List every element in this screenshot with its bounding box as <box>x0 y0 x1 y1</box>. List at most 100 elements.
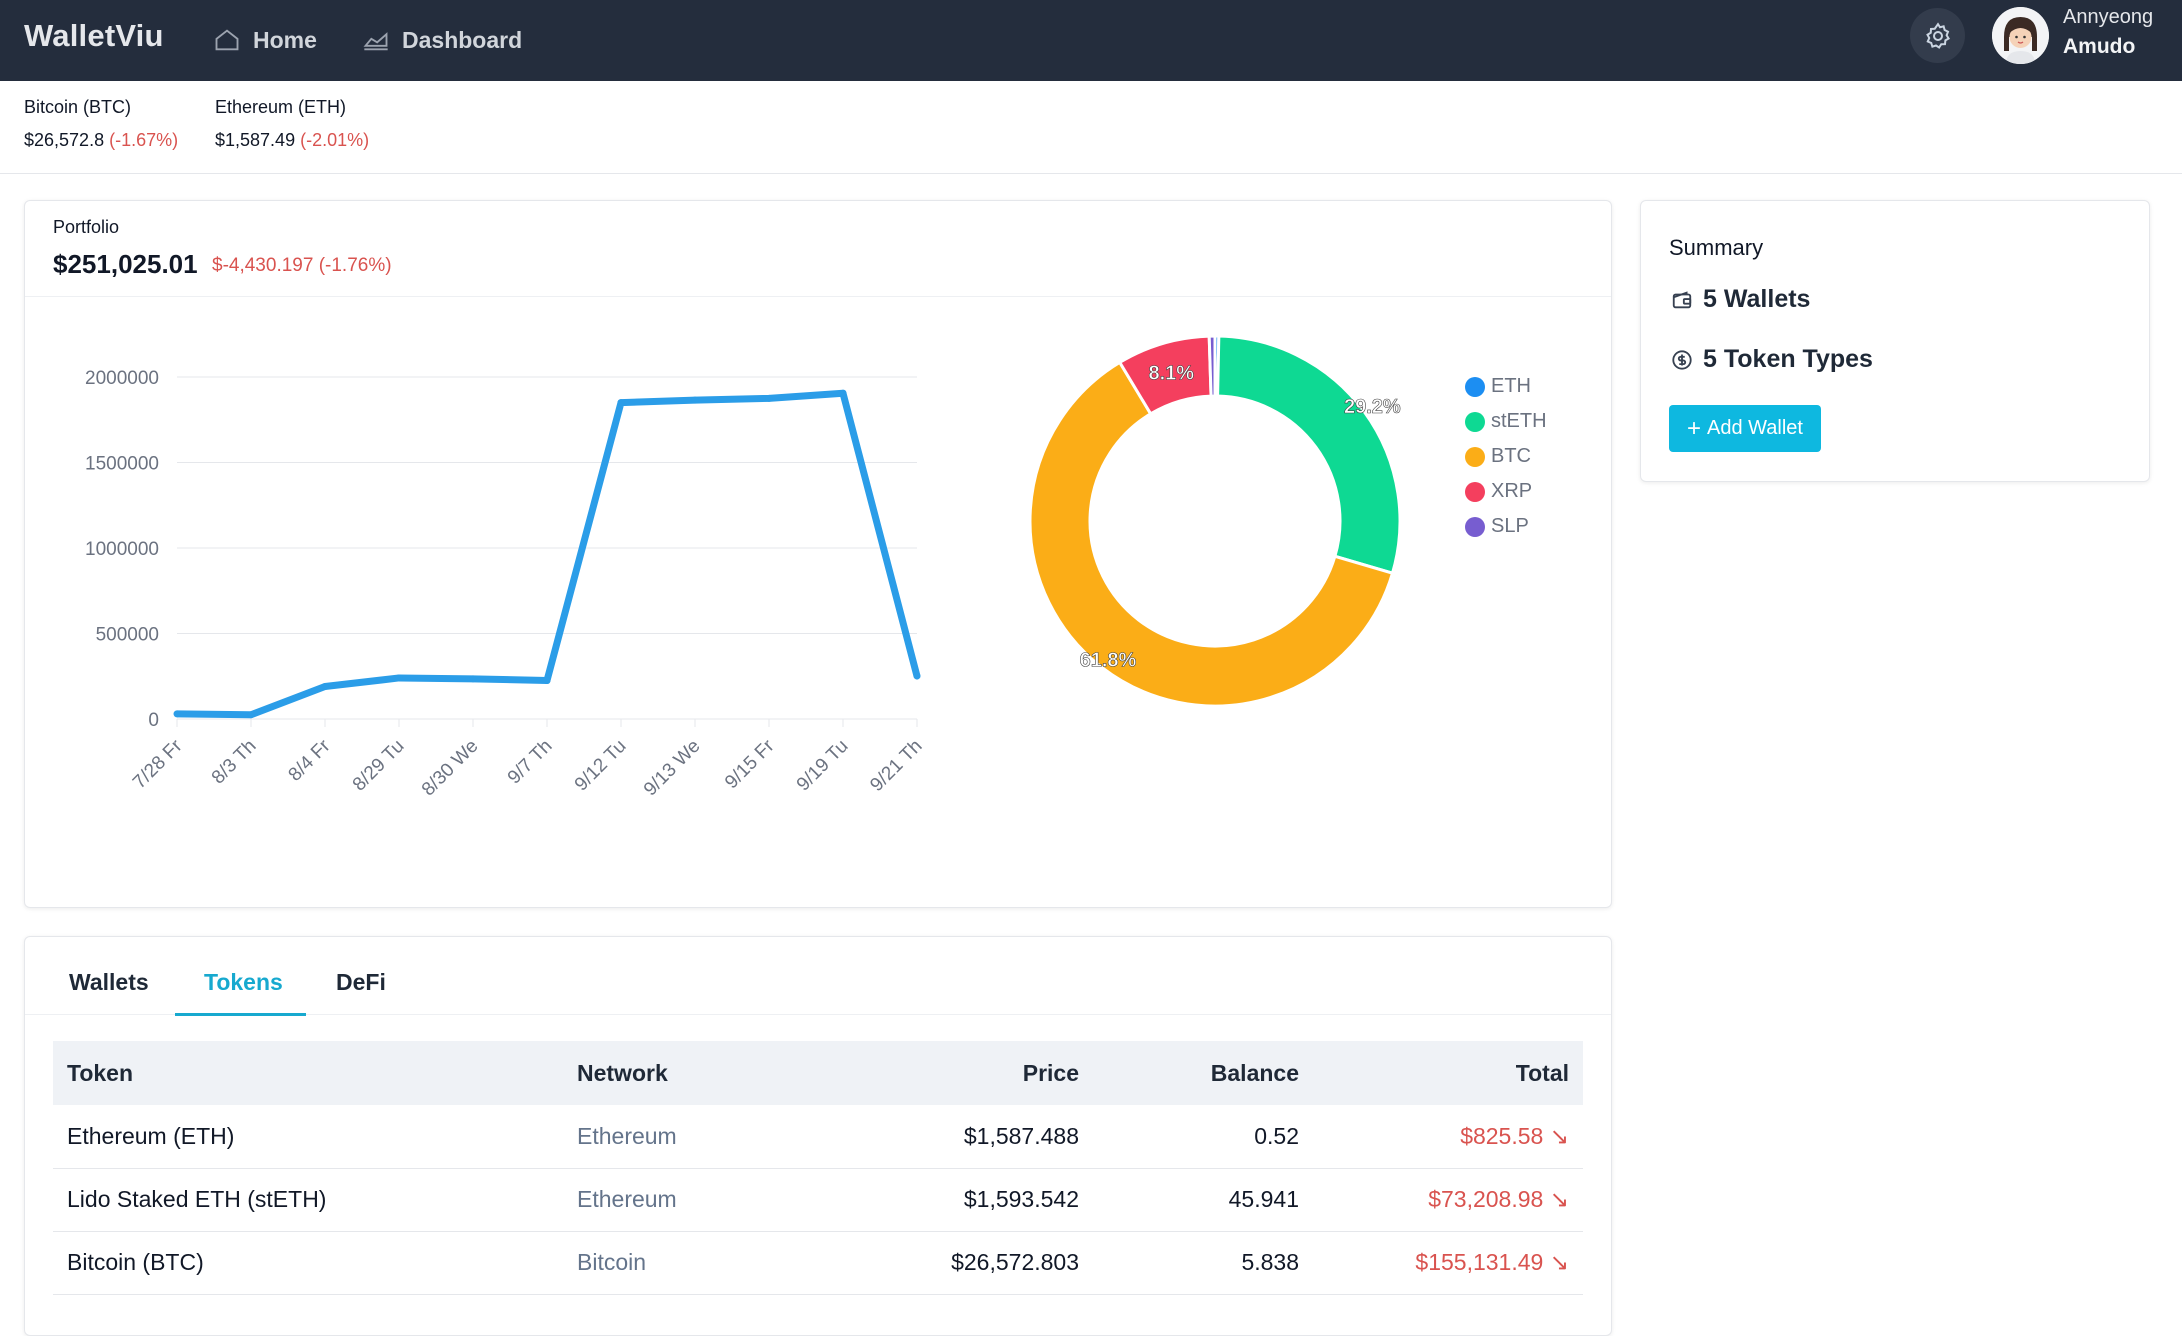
col-token[interactable]: Token <box>53 1041 563 1105</box>
top-navbar: WalletViu Home Dashboard Annyeong Amudo <box>0 0 2182 81</box>
col-price[interactable]: Price <box>803 1041 1093 1105</box>
cell-token: Lido Staked ETH (stETH) <box>53 1168 563 1232</box>
y-tick-label: 1000000 <box>85 539 159 560</box>
line-data-point[interactable] <box>617 399 625 407</box>
add-wallet-label: Add Wallet <box>1707 417 1803 439</box>
plus-icon: + <box>1687 414 1702 442</box>
nav-dashboard-label: Dashboard <box>402 26 523 53</box>
ticker-item-btc[interactable]: Bitcoin (BTC) $26,572.8 (-1.67%) <box>24 97 178 151</box>
legend-item-xrp[interactable]: XRP <box>1465 474 1547 509</box>
col-network[interactable]: Network <box>563 1041 803 1105</box>
settings-button[interactable] <box>1910 8 1965 63</box>
line-data-point[interactable] <box>173 710 181 718</box>
holdings-card: Wallets Tokens DeFi Token Network Price … <box>24 936 1612 1336</box>
x-tick-label: 9/21 Th <box>866 736 926 796</box>
user-avatar[interactable] <box>1992 7 2049 64</box>
x-tick-label: 9/7 Th <box>504 736 557 789</box>
x-tick-label: 9/13 We <box>640 736 705 801</box>
cell-token: Ethereum (ETH) <box>53 1105 563 1169</box>
table-row[interactable]: Ethereum (ETH) Ethereum $1,587.488 0.52 … <box>53 1105 1583 1169</box>
donut-slice-slp[interactable] <box>1207 334 1217 398</box>
ticker-change: (-1.67%) <box>109 130 179 150</box>
cell-total: $825.58 ↘ <box>1313 1105 1583 1169</box>
legend-marker <box>1465 446 1485 467</box>
ticker-change: (-2.01%) <box>300 130 370 150</box>
legend-item-slp[interactable]: SLP <box>1465 509 1547 544</box>
wallet-count-text: 5 Wallets <box>1703 285 1811 313</box>
line-data-point[interactable] <box>691 396 699 404</box>
gear-icon <box>1925 21 1950 49</box>
table-header-row: Token Network Price Balance Total <box>53 1041 1583 1105</box>
portfolio-value: $251,025.01 <box>53 249 198 279</box>
ticker-name: Bitcoin (BTC) <box>24 97 132 117</box>
slice-label: 61.8% <box>1080 649 1137 671</box>
allocation-donut-chart[interactable]: 29.2% 61.8% 8.1% <box>1005 311 1425 731</box>
col-balance[interactable]: Balance <box>1093 1041 1313 1105</box>
wallet-count: 5 Wallets <box>1671 285 1810 314</box>
table-row[interactable]: Bitcoin (BTC) Bitcoin $26,572.803 5.838 … <box>53 1231 1583 1295</box>
cell-price: $26,572.803 <box>803 1231 1093 1295</box>
summary-title: Summary <box>1669 235 1764 260</box>
user-last-name: Amudo <box>2063 35 2136 58</box>
x-tick-label: 8/3 Th <box>208 736 261 789</box>
line-data-point[interactable] <box>321 683 329 691</box>
line-data-point[interactable] <box>913 672 921 680</box>
tab-wallets[interactable]: Wallets <box>69 969 149 995</box>
donut-slice-btc[interactable] <box>1028 360 1395 708</box>
portfolio-change: $-4,430.197 (-1.76%) <box>212 255 392 276</box>
trending-down-icon: ↘ <box>1549 1249 1569 1275</box>
line-data-point[interactable] <box>395 674 403 682</box>
home-icon <box>215 29 239 51</box>
legend-label: SLP <box>1491 515 1529 537</box>
nav-dashboard-link[interactable]: Dashboard <box>362 22 522 58</box>
x-tick-label: 9/15 Fr <box>721 735 779 793</box>
line-data-point[interactable] <box>469 675 477 683</box>
legend-marker <box>1465 411 1485 432</box>
nav-home-link[interactable]: Home <box>213 22 317 58</box>
donut-legend: ETH stETH BTC XRP SLP <box>1465 369 1547 544</box>
line-data-point[interactable] <box>839 389 847 397</box>
legend-item-eth[interactable]: ETH <box>1465 369 1547 404</box>
x-tick-label: 8/30 We <box>418 736 483 801</box>
x-tick-label: 8/29 Tu <box>349 736 409 796</box>
line-data-point[interactable] <box>765 394 773 402</box>
cell-total: $73,208.98 ↘ <box>1313 1168 1583 1232</box>
portfolio-header: Portfolio $251,025.01 $-4,430.197 (-1.76… <box>25 201 1611 297</box>
cell-network[interactable]: Ethereum <box>563 1168 803 1232</box>
area-chart-icon <box>363 32 388 51</box>
cell-total: $155,131.49 ↘ <box>1313 1231 1583 1295</box>
x-tick-label: 9/12 Tu <box>571 736 631 796</box>
legend-item-btc[interactable]: BTC <box>1465 439 1547 474</box>
legend-label: XRP <box>1491 480 1533 502</box>
slice-label: 29.2% <box>1344 396 1401 418</box>
total-value: $825.58 <box>1460 1122 1544 1149</box>
dollar-coin-icon <box>1672 349 1692 370</box>
user-first-name: Annyeong <box>2063 6 2154 28</box>
line-data-point[interactable] <box>543 677 551 685</box>
add-wallet-button[interactable]: + Add Wallet <box>1669 405 1821 452</box>
portfolio-line-chart[interactable]: 0 500000 1000000 1500000 2000000 7/28 Fr 8/3 T… <box>25 297 985 857</box>
line-data-point[interactable] <box>247 711 255 719</box>
portfolio-card: Portfolio $251,025.01 $-4,430.197 (-1.76… <box>24 200 1612 908</box>
legend-item-steth[interactable]: stETH <box>1465 404 1547 439</box>
y-tick-label: 1500000 <box>85 454 159 475</box>
tab-defi[interactable]: DeFi <box>336 969 386 995</box>
cell-token: Bitcoin (BTC) <box>53 1231 563 1295</box>
ticker-item-eth[interactable]: Ethereum (ETH) $1,587.49 (-2.01%) <box>215 97 369 151</box>
donut-slice-steth[interactable] <box>1216 334 1402 576</box>
legend-marker <box>1465 516 1485 537</box>
tab-tokens[interactable]: Tokens <box>204 969 283 995</box>
cell-network[interactable]: Bitcoin <box>563 1231 803 1295</box>
ticker-price: $26,572.8 <box>24 130 105 150</box>
portfolio-value-line[interactable] <box>176 389 921 719</box>
legend-label: stETH <box>1491 410 1547 432</box>
cell-balance: 45.941 <box>1093 1168 1313 1232</box>
brand-logo[interactable]: WalletViu <box>24 18 164 53</box>
table-row[interactable]: Lido Staked ETH (stETH) Ethereum $1,593.… <box>53 1168 1583 1232</box>
col-total[interactable]: Total <box>1313 1041 1583 1105</box>
x-tick-label: 9/19 Tu <box>793 736 853 796</box>
cell-network[interactable]: Ethereum <box>563 1105 803 1169</box>
ticker-name: Ethereum (ETH) <box>215 97 347 117</box>
total-value: $73,208.98 <box>1428 1186 1544 1212</box>
active-tab-indicator <box>175 1013 306 1016</box>
